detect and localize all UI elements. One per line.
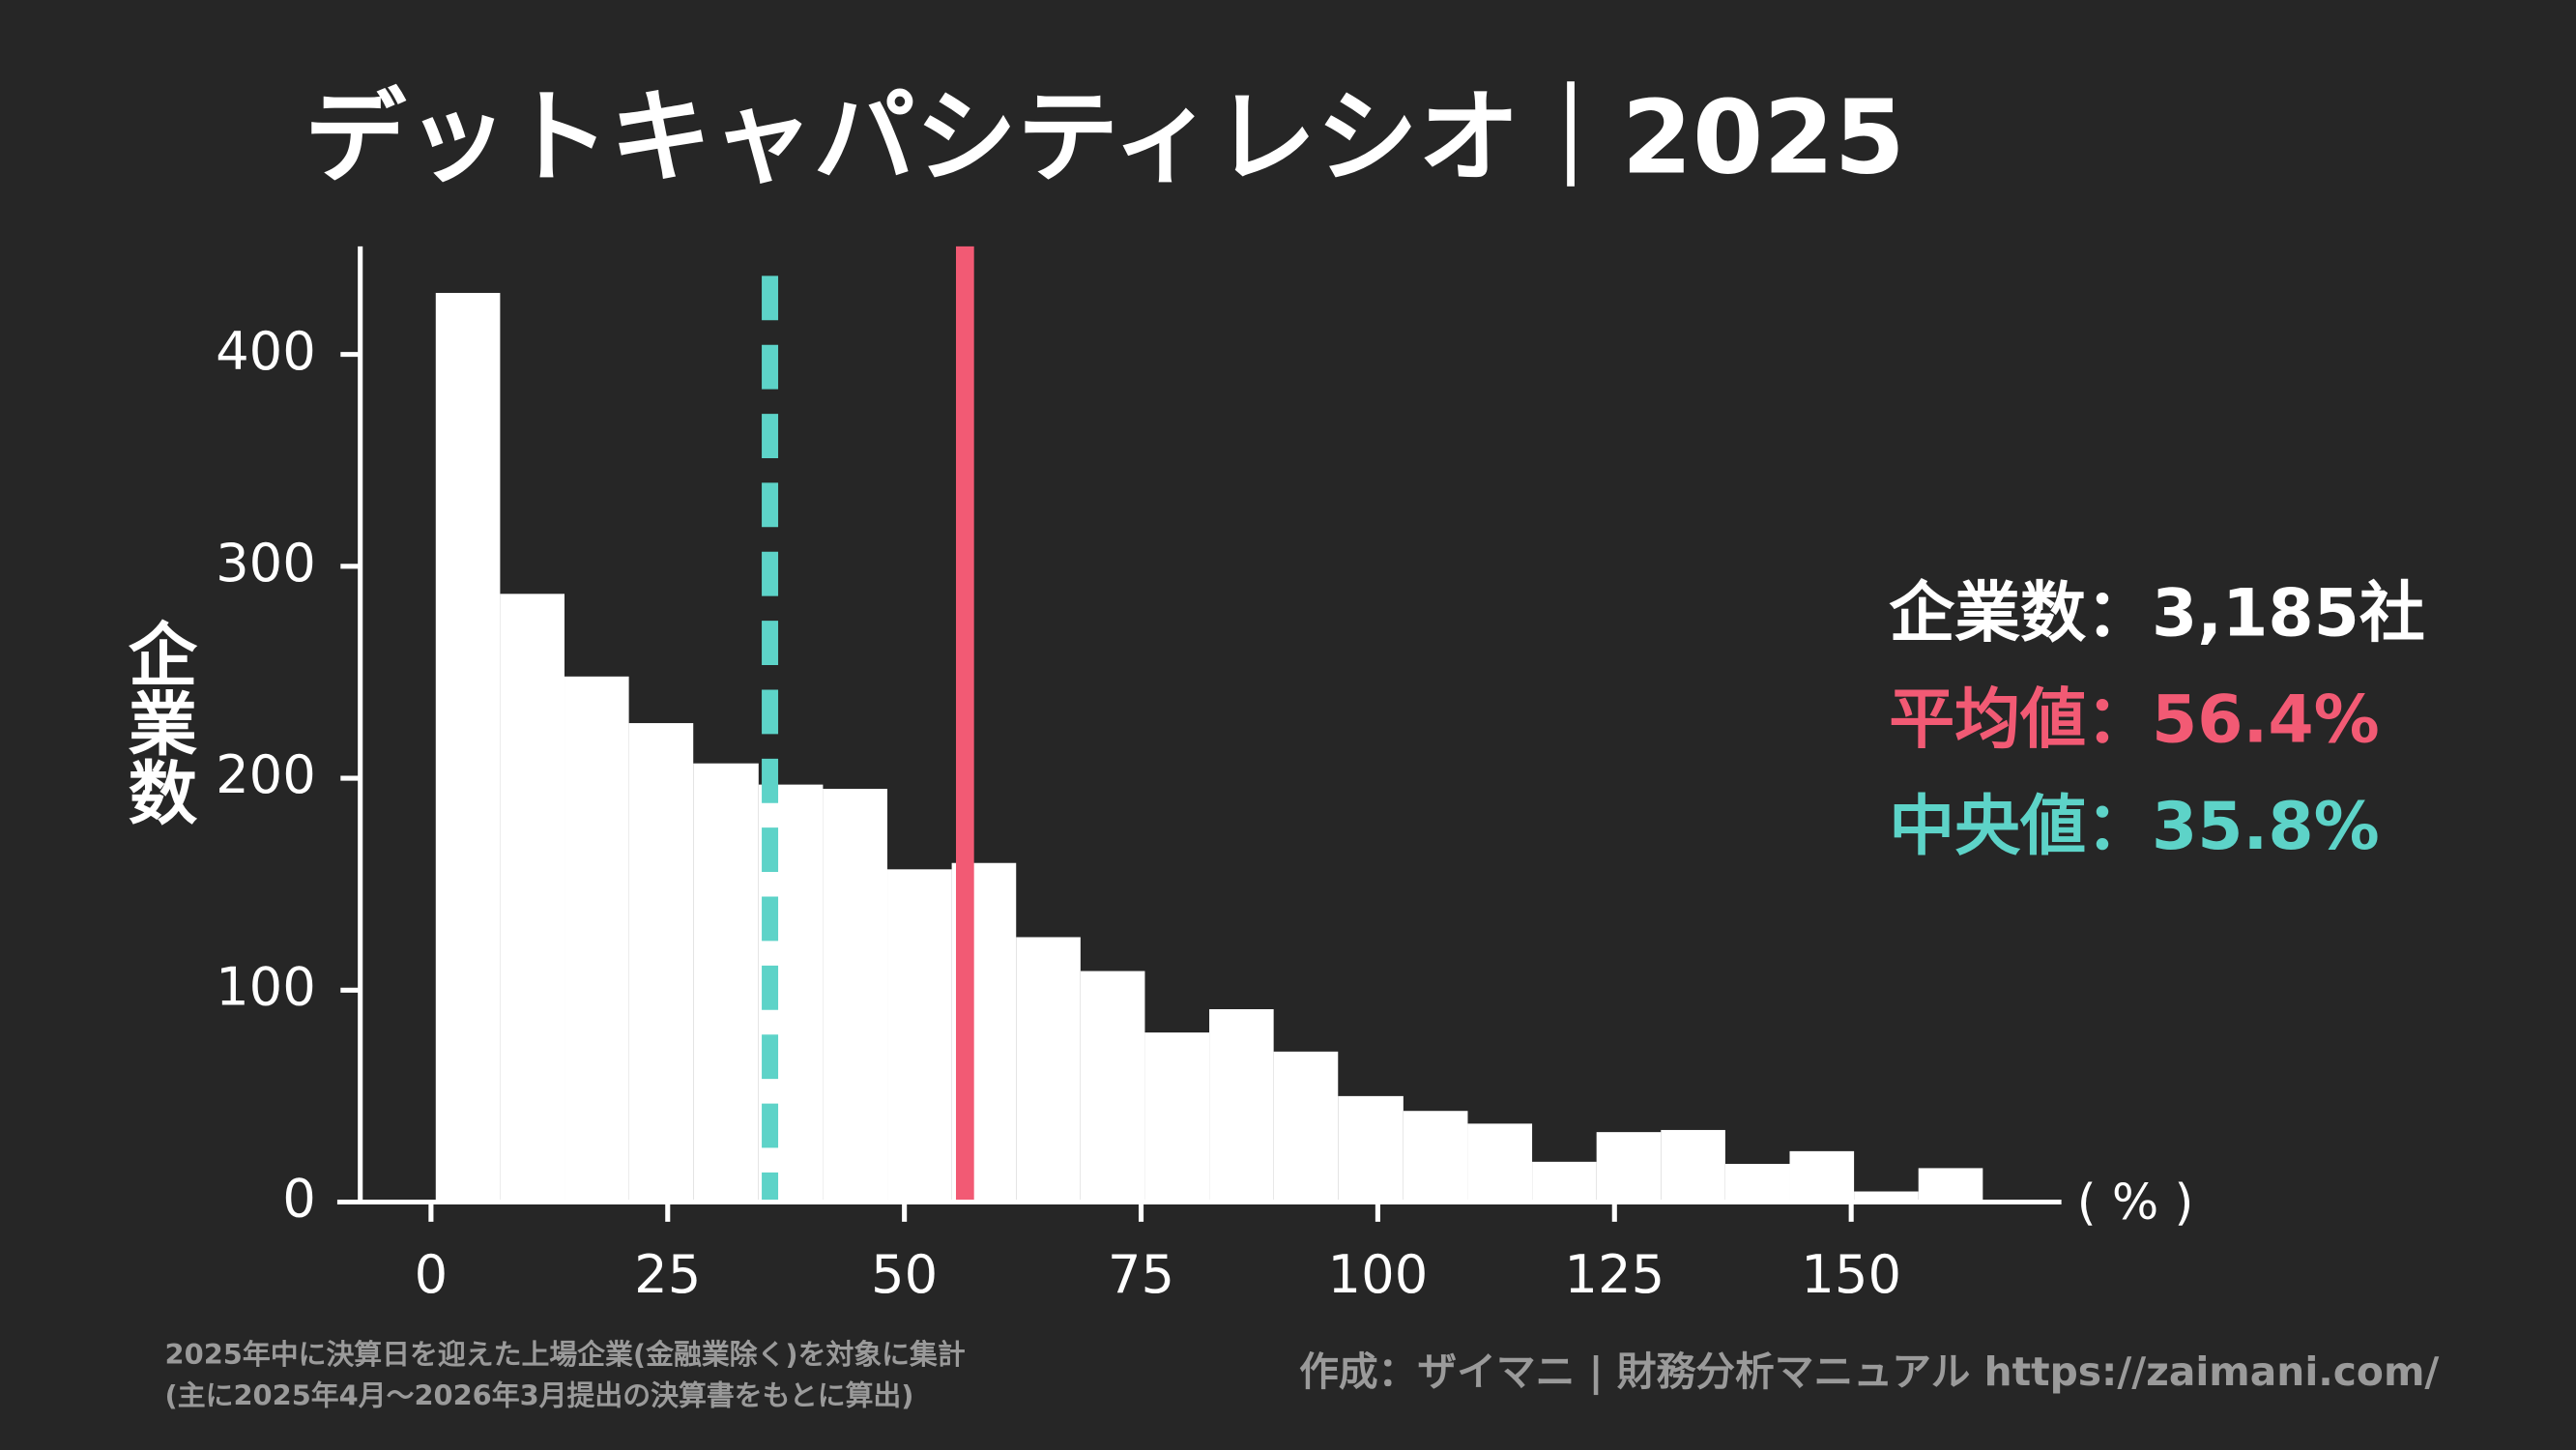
- bar: [500, 594, 565, 1203]
- x-tick-label: 100: [1328, 1244, 1429, 1305]
- bar: [1467, 1123, 1533, 1203]
- bar: [628, 723, 694, 1203]
- x-tick-label: 25: [634, 1244, 701, 1305]
- bar: [1080, 971, 1145, 1203]
- credit: 作成：ザイマニ | 財務分析マニュアル https://zaimani.com/: [1299, 1348, 2439, 1396]
- mean-label: 平均値：56.4%: [1889, 682, 2379, 759]
- x-tick-label: 50: [871, 1244, 938, 1305]
- bar: [1273, 1051, 1339, 1203]
- bar: [1724, 1164, 1790, 1203]
- y-tick-label: 100: [216, 956, 316, 1017]
- bar: [887, 869, 952, 1203]
- bar: [823, 789, 888, 1203]
- bar: [1338, 1095, 1404, 1203]
- x-tick-label: 125: [1564, 1244, 1664, 1305]
- bar: [1209, 1008, 1274, 1203]
- x-tick-label: 150: [1801, 1244, 1901, 1305]
- y-tick-label: 400: [216, 321, 316, 382]
- bar: [1403, 1111, 1468, 1203]
- bar: [564, 676, 629, 1203]
- y-tick-label: 200: [216, 744, 316, 805]
- x-tick-label: 0: [415, 1244, 449, 1305]
- x-axis-unit: ( % ): [2077, 1174, 2194, 1232]
- median-label: 中央値：35.8%: [1889, 789, 2379, 865]
- bar: [693, 763, 759, 1203]
- chart-title: デットキャパシティレシオ｜2025: [304, 77, 1905, 196]
- bar: [1016, 937, 1081, 1203]
- bar: [1854, 1191, 1919, 1203]
- bar: [1661, 1129, 1725, 1203]
- y-tick-label: 0: [282, 1169, 316, 1230]
- footnote: 2025年中に決算日を迎えた上場企業(金融業除く)を対象に集計: [165, 1338, 966, 1371]
- y-axis-label: 企業数: [116, 619, 197, 826]
- bar: [435, 293, 501, 1203]
- x-tick-label: 75: [1108, 1244, 1174, 1305]
- bar: [1144, 1032, 1210, 1203]
- count-label: 企業数：3,185社: [1889, 575, 2425, 652]
- bar: [1532, 1161, 1597, 1203]
- bar: [1918, 1168, 1983, 1203]
- bar: [1596, 1132, 1662, 1203]
- footnote: (主に2025年4月〜2026年3月提出の決算書をもとに算出): [165, 1379, 914, 1412]
- bar: [1789, 1150, 1855, 1203]
- y-tick-label: 300: [216, 533, 316, 594]
